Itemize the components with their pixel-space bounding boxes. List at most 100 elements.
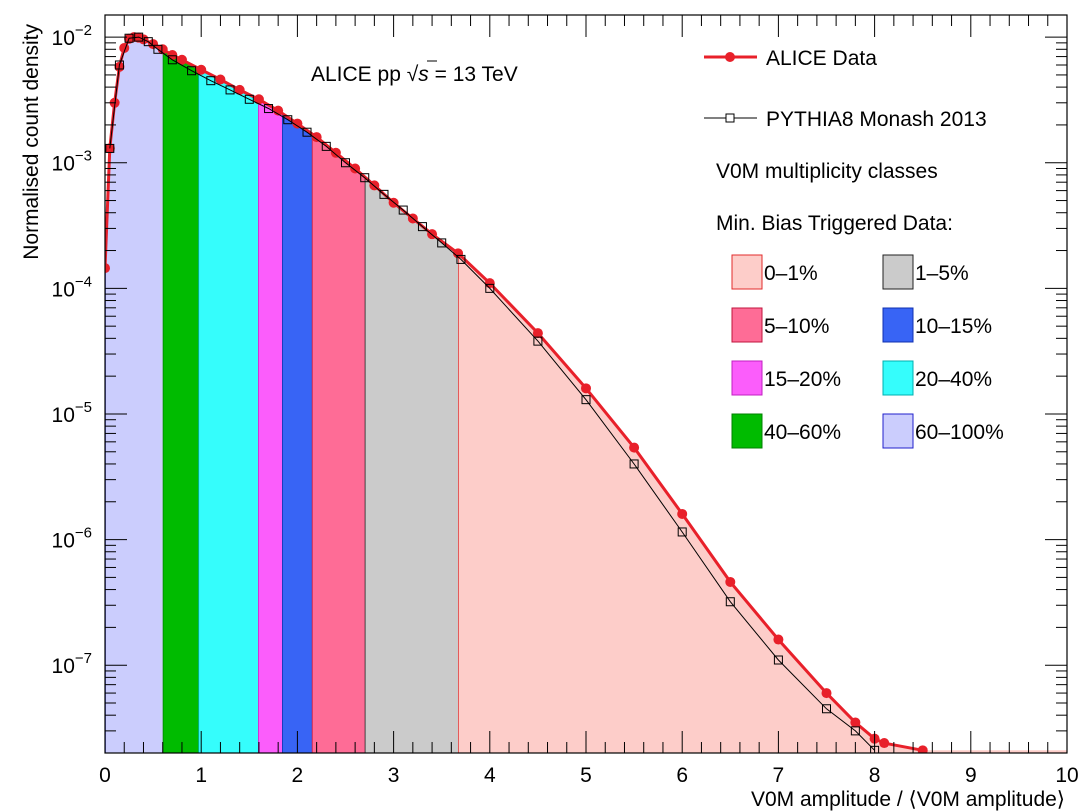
mc-point-30 — [850, 726, 860, 736]
data-point-19 — [311, 132, 322, 143]
mc-point-9 — [225, 85, 235, 95]
mc-point-29 — [822, 704, 831, 714]
data-point-21 — [350, 163, 361, 174]
mc-point-26 — [677, 527, 687, 537]
series-layer — [105, 32, 928, 753]
class-fill-4 — [258, 98, 282, 753]
x-tick-label: 3 — [388, 764, 400, 787]
legend-mc-label: PYTHIA8 Monash 2013 — [766, 108, 987, 131]
legend-class-label-1: 1–5% — [915, 262, 969, 285]
legend-class-swatch-7 — [882, 413, 914, 449]
legend-class-swatch-2 — [731, 307, 763, 343]
legend-data-label: ALICE Data — [766, 47, 877, 70]
class-fill-0 — [458, 253, 1067, 753]
x-tick-label: 7 — [773, 764, 785, 787]
legend-class-label-6: 40–60% — [764, 421, 841, 444]
data-point-15 — [234, 84, 245, 95]
mc-point-14 — [321, 141, 331, 151]
data-point-20 — [330, 147, 341, 158]
legend-class-label-3: 10–15% — [915, 315, 992, 338]
legend: ALICE Data PYTHIA8 Monash 2013 V0M multi… — [704, 47, 1004, 449]
data-point-35 — [850, 717, 861, 728]
data-point-28 — [532, 328, 543, 339]
class-fill-7 — [105, 37, 163, 753]
mc-point-24 — [581, 395, 591, 405]
x-tick-label: 4 — [484, 764, 496, 787]
legend-class-label-4: 15–20% — [764, 368, 841, 391]
mc-point-8 — [206, 76, 216, 86]
data-point-29 — [581, 383, 591, 394]
collision-annotation: ALICE pp √s = 13 TeV — [311, 63, 518, 86]
series-line-1 — [109, 36, 875, 751]
x-axis-label: V0M amplitude / ⟨V0M amplitude⟩ — [751, 788, 1065, 811]
mc-point-22 — [485, 283, 495, 293]
data-point-34 — [821, 688, 832, 699]
y-tick-label: 10−4 — [52, 273, 92, 301]
x-tick-label: 2 — [292, 764, 304, 787]
energy-variable: s — [418, 63, 429, 86]
data-point-14 — [215, 74, 226, 85]
mc-point-23 — [533, 336, 543, 346]
annotation-suffix: = 13 TeV — [429, 63, 518, 86]
legend-mc-marker — [725, 113, 735, 123]
annotation-prefix: ALICE pp — [311, 63, 407, 86]
y-tick-label: 10−5 — [52, 399, 92, 427]
y-tick-label: 10−6 — [52, 525, 92, 553]
data-point-33 — [773, 634, 784, 645]
class-fill-5 — [198, 68, 258, 753]
mc-point-21 — [456, 254, 466, 264]
mc-point-17 — [379, 189, 389, 199]
mc-point-25 — [629, 459, 639, 469]
mc-point-0 — [105, 143, 115, 153]
mc-point-2 — [124, 33, 134, 43]
class-fill-1 — [364, 176, 459, 753]
mc-point-10 — [244, 94, 254, 104]
mc-point-5 — [153, 44, 163, 54]
class-fill-2 — [311, 133, 365, 753]
legend-class-swatch-3 — [882, 307, 914, 343]
mc-point-28 — [773, 655, 783, 665]
data-point-10 — [157, 44, 168, 55]
x-tick-label: 6 — [676, 764, 688, 787]
mc-point-12 — [283, 115, 293, 125]
legend-class-swatch-5 — [882, 360, 914, 396]
sqrt-symbol: √ — [407, 63, 419, 86]
y-tick-label: 10−3 — [52, 148, 92, 176]
x-tick-label: 8 — [869, 764, 881, 787]
axis-ticks — [104, 15, 1068, 754]
mc-point-3 — [134, 32, 144, 42]
x-tick-label: 0 — [99, 764, 111, 787]
mc-point-18 — [398, 205, 408, 215]
legend-class-label-0: 0–1% — [764, 262, 818, 285]
y-tick-label: 10−7 — [52, 650, 92, 678]
legend-class-swatch-6 — [731, 413, 763, 449]
data-point-9 — [148, 39, 159, 50]
mc-point-13 — [302, 127, 312, 137]
mc-point-7 — [187, 66, 197, 76]
y-tick-label: 10−2 — [52, 22, 92, 50]
data-point-13 — [196, 64, 207, 75]
mc-point-27 — [725, 597, 735, 607]
mc-point-20 — [437, 238, 447, 248]
legend-class-label-7: 60–100% — [915, 421, 1004, 444]
data-point-32 — [725, 576, 736, 587]
legend-classes-subtitle: Min. Bias Triggered Data: — [716, 212, 953, 235]
data-point-0 — [105, 263, 110, 274]
data-point-12 — [176, 54, 187, 65]
mc-point-19 — [417, 222, 427, 232]
mc-point-6 — [167, 55, 177, 65]
class-fill-6 — [162, 49, 199, 753]
y-axis-label: Normalised count density — [20, 24, 43, 260]
data-point-31 — [677, 508, 688, 519]
mc-point-16 — [360, 173, 370, 183]
x-tick-label: 1 — [195, 764, 207, 787]
x-tick-label: 10 — [1055, 764, 1078, 787]
legend-class-swatch-4 — [731, 360, 763, 396]
tick-labels: 0 1 2 3 4 5 6 7 8 9 10 10−7 10−6 10−5 10−4 10−3 10−2 — [52, 22, 1079, 787]
data-point-1 — [105, 143, 115, 154]
mc-point-11 — [264, 104, 274, 114]
x-tick-label: 9 — [965, 764, 977, 787]
data-point-37 — [879, 738, 890, 749]
legend-class-label-5: 20–40% — [915, 368, 992, 391]
